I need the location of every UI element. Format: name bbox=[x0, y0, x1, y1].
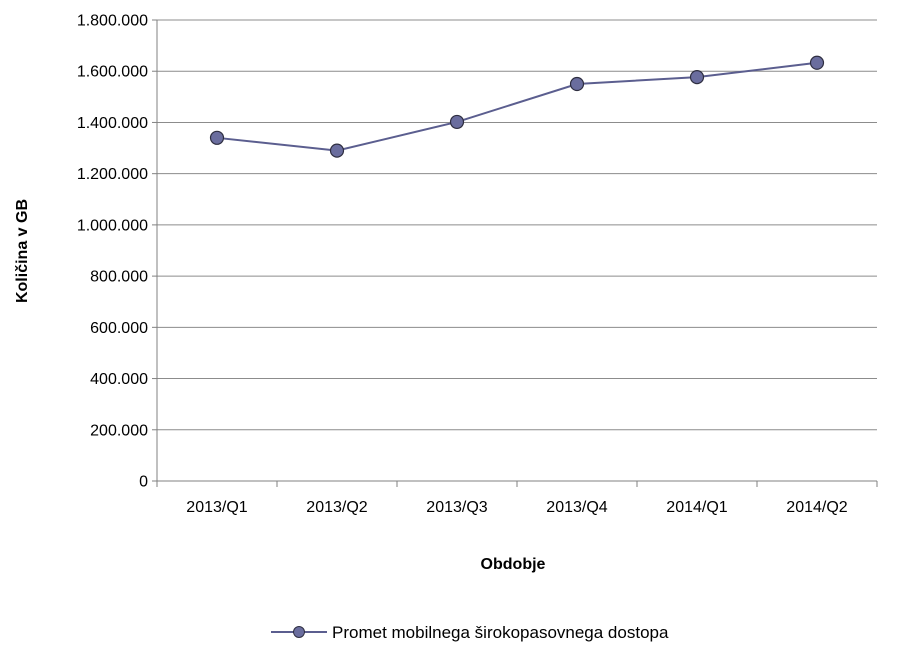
data-point bbox=[689, 70, 705, 85]
series-line bbox=[216, 61, 818, 152]
gridlines bbox=[157, 19, 877, 431]
legend-marker bbox=[293, 626, 305, 638]
y-axis-title: Količina v GB bbox=[14, 199, 31, 303]
y-tick-label: 600.000 bbox=[90, 320, 148, 337]
legend-label: Promet mobilnega širokopasovnega dostopa bbox=[332, 623, 669, 642]
y-tick-label: 1.600.000 bbox=[77, 64, 148, 81]
y-tick-label: 800.000 bbox=[90, 269, 148, 286]
data-point bbox=[449, 114, 465, 130]
axes bbox=[152, 19, 878, 487]
y-tick-label: 1.000.000 bbox=[77, 217, 148, 234]
y-tick-label: 200.000 bbox=[90, 422, 148, 439]
data-point bbox=[209, 130, 225, 145]
x-tick-label: 2013/Q1 bbox=[186, 499, 247, 516]
x-tick-label: 2014/Q1 bbox=[666, 499, 727, 516]
x-tick-label: 2013/Q4 bbox=[546, 499, 607, 516]
y-tick-label: 1.400.000 bbox=[77, 115, 148, 132]
x-axis-title: Obdobje bbox=[481, 556, 546, 573]
x-tick-label: 2014/Q2 bbox=[786, 499, 847, 516]
y-tick-labels: 0 200.000 400.000 600.000 800.000 1.000.000 1.… bbox=[77, 13, 148, 491]
y-tick-label: 1.800.000 bbox=[77, 13, 148, 30]
legend: Promet mobilnega širokopasovnega dostopa bbox=[271, 623, 669, 642]
y-tick-label: 400.000 bbox=[90, 371, 148, 388]
data-point bbox=[569, 76, 585, 92]
x-tick-label: 2013/Q3 bbox=[426, 499, 487, 516]
x-tick-labels: 2013/Q1 2013/Q2 2013/Q3 2013/Q4 2014/Q1 2014/… bbox=[186, 499, 847, 516]
data-point bbox=[809, 55, 825, 70]
y-tick-label: 0 bbox=[139, 474, 148, 491]
data-point bbox=[329, 143, 345, 158]
series bbox=[209, 55, 825, 158]
y-tick-label: 1.200.000 bbox=[77, 166, 148, 183]
x-tick-label: 2013/Q2 bbox=[306, 499, 367, 516]
